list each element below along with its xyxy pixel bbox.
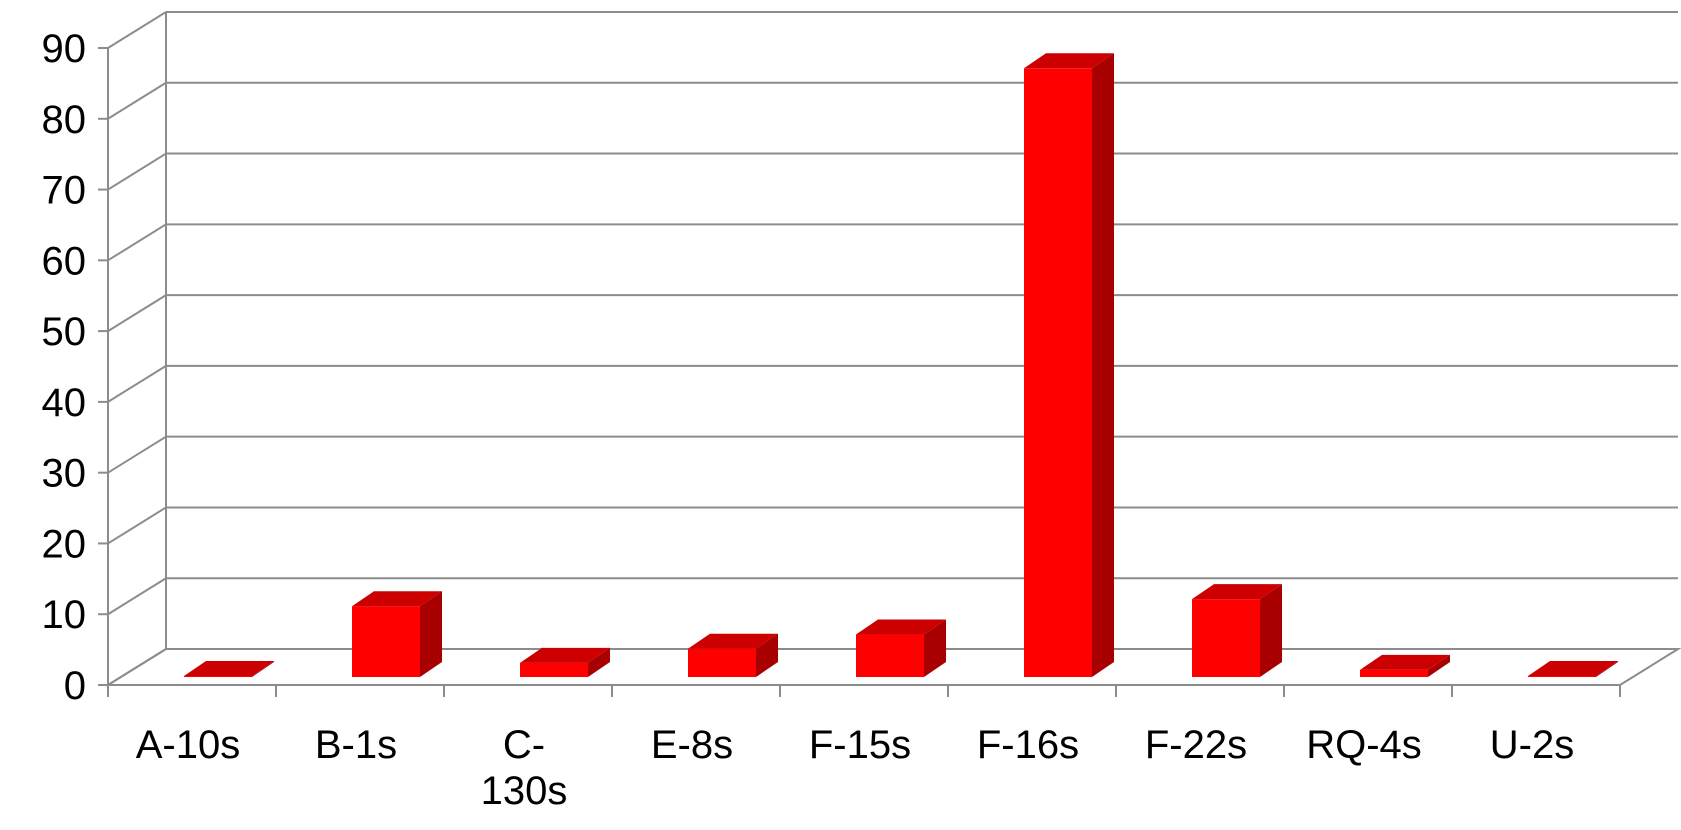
gridline-side-50 (108, 295, 166, 331)
bar-A-10s (184, 661, 274, 677)
y-tick-label-80: 80 (42, 98, 87, 142)
bar-U-2s (1528, 661, 1618, 677)
bar-front (352, 606, 420, 677)
gridline-side-60 (108, 224, 166, 260)
bar-RQ-4s (1360, 655, 1450, 677)
y-tick-label-50: 50 (42, 310, 87, 354)
x-tick-label-A-10s: A-10s (136, 723, 241, 767)
bar-front (1528, 676, 1596, 677)
x-tick-label-RQ-4s: RQ-4s (1306, 723, 1422, 767)
y-tick-label-60: 60 (42, 239, 87, 283)
gridline-side-70 (108, 154, 166, 190)
bar-top (184, 661, 274, 676)
x-tick-label-B-1s: B-1s (315, 723, 397, 767)
y-tick-label-30: 30 (42, 452, 87, 496)
bar-top (1528, 661, 1618, 676)
bar-front (1360, 670, 1428, 677)
bar-side (1260, 584, 1282, 677)
bar-front (688, 649, 756, 677)
bar-front (856, 635, 924, 677)
grid-layer (98, 12, 1678, 697)
bar-F-22s (1192, 584, 1282, 677)
y-tick-label-20: 20 (42, 522, 87, 566)
bar-front (184, 676, 252, 677)
x-tick-label-C-130s: C-130s (481, 723, 568, 813)
gridline-side-20 (108, 507, 166, 543)
bar-side (1092, 53, 1114, 677)
bar-B-1s (352, 591, 442, 677)
y-tick-label-40: 40 (42, 381, 87, 425)
bar-C-130s (520, 648, 610, 677)
x-tick-label-F-22s: F-22s (1145, 723, 1247, 767)
y-tick-label-70: 70 (42, 169, 87, 213)
bar-E-8s (688, 634, 778, 677)
labels-layer: 0 10 20 30 40 50 60 70 80 90 A-10s B-1s C-130s E-8s F-… (42, 27, 1575, 813)
x-tick-label-E-8s: E-8s (651, 723, 733, 767)
gridline-side-10 (108, 578, 166, 614)
x-tick-label-U-2s: U-2s (1490, 723, 1574, 767)
bar-F-16s (1024, 53, 1114, 677)
bar-side (420, 591, 442, 677)
y-tick-label-0: 0 (64, 664, 86, 708)
gridline-side-80 (108, 83, 166, 119)
bar-front (520, 663, 588, 677)
y-tick-label-10: 10 (42, 593, 87, 637)
bar-front (1024, 68, 1092, 677)
gridline-side-40 (108, 366, 166, 402)
x-tick-label-F-16s: F-16s (977, 723, 1079, 767)
y-tick-label-90: 90 (42, 27, 87, 71)
x-tick-label-F-15s: F-15s (809, 723, 911, 767)
gridline-side-90 (108, 12, 166, 48)
gridline-side-30 (108, 437, 166, 473)
bar-front (1192, 599, 1260, 677)
bar-F-15s (856, 620, 946, 677)
